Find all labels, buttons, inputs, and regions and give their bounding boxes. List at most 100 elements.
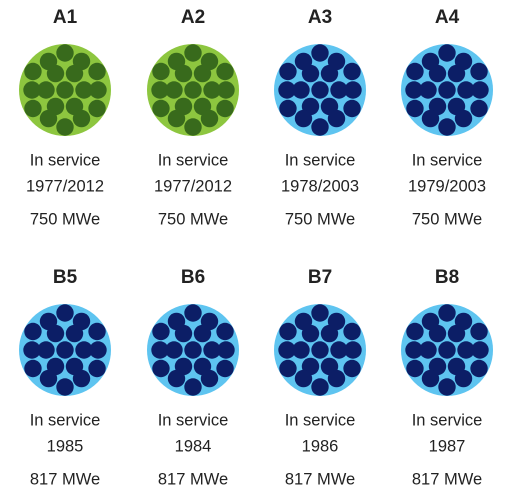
fuel-rod [344,81,362,99]
fuel-rod [72,109,91,128]
fuel-rod [24,359,42,378]
unit-years: 1987 [429,437,466,455]
fuel-rod [203,81,221,99]
fuel-rod [56,341,74,359]
fuel-rod [405,81,423,99]
fuel-rod [165,81,183,99]
unit-label: A4 [435,7,460,28]
fuel-rod [327,52,346,71]
fuel-rod [39,52,58,71]
fuel-rod [200,52,219,71]
fuel-rod [311,118,329,136]
fuel-rod [438,118,456,136]
fuel-rod [24,99,42,118]
fuel-rod [457,81,475,99]
fuel-rod [24,62,42,81]
unit-status: In service [30,411,101,429]
fuel-rod [327,109,346,128]
fuel-rod [75,341,93,359]
fuel-rod [292,341,310,359]
fuel-rod [200,312,219,331]
fuel-rod [330,341,348,359]
fuel-rod [457,341,475,359]
fuel-rod [23,81,41,99]
fuel-rod [327,369,346,388]
unit-power: 817 MWe [30,470,100,488]
fuel-rod [343,99,361,118]
unit-power: 750 MWe [285,210,355,228]
unit-power: 817 MWe [412,470,482,488]
fuel-rod [152,359,170,378]
fuel-rod [406,359,424,378]
fuel-rod [184,378,202,396]
fuel-rod [167,52,186,71]
fuel-rod [39,369,58,388]
fuel-rod [470,99,488,118]
fuel-rod [88,62,106,81]
fuel-rod [454,52,473,71]
unit-years: 1984 [175,437,212,455]
fuel-rod [89,81,107,99]
unit-label: B5 [53,267,78,288]
fuel-rod [75,81,93,99]
fuel-rod [470,322,488,341]
fuel-rod [184,118,202,136]
fuel-rod [217,341,235,359]
fuel-rod [278,81,296,99]
fuel-rod [278,341,296,359]
fuel-rod [152,322,170,341]
fuel-rod [56,118,74,136]
fuel-rod [421,312,440,331]
fuel-rod [294,109,313,128]
fuel-rod [471,341,489,359]
fuel-rod [470,359,488,378]
fuel-rod [217,81,235,99]
fuel-rod [184,304,202,322]
fuel-rod [37,341,55,359]
fuel-rod [184,341,202,359]
fuel-rod [330,81,348,99]
fuel-rod [419,341,437,359]
fuel-rod [406,99,424,118]
fuel-rod [151,81,169,99]
fuel-rod [167,369,186,388]
fuel-rod [279,99,297,118]
fuel-rod [39,312,58,331]
unit-power: 750 MWe [412,210,482,228]
unit-years: 1979/2003 [408,177,486,195]
unit-status: In service [285,151,356,169]
fuel-rod [406,62,424,81]
unit-label: B8 [435,267,459,288]
fuel-rod [184,81,202,99]
unit-status: In service [158,151,229,169]
unit-power: 750 MWe [30,210,100,228]
unit-label: A3 [308,7,332,28]
fuel-rod [56,44,74,62]
fuel-rod [438,44,456,62]
fuel-rod [419,81,437,99]
fuel-rod [56,378,74,396]
fuel-rod [344,341,362,359]
fuel-rod [311,341,329,359]
fuel-rod [200,369,219,388]
unit-years: 1978/2003 [281,177,359,195]
fuel-rod [470,62,488,81]
fuel-rod [279,359,297,378]
fuel-rod [151,341,169,359]
fuel-rod [294,52,313,71]
fuel-rod [438,81,456,99]
fuel-rod [406,322,424,341]
fuel-rod [421,369,440,388]
fuel-rod [294,312,313,331]
fuel-rod [88,99,106,118]
unit-label: A1 [53,7,78,28]
fuel-rod [438,304,456,322]
fuel-rod [152,62,170,81]
fuel-rod [72,369,91,388]
unit-years: 1986 [302,437,339,455]
fuel-rod [311,44,329,62]
fuel-rod [343,62,361,81]
fuel-rod [311,378,329,396]
